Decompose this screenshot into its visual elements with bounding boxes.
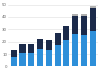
Bar (55, 33, 61, 45)
Bar (72, 14, 78, 16)
Bar (72, 16, 78, 34)
Bar (19, 53, 26, 66)
Bar (63, 40, 69, 66)
Bar (37, 39, 43, 49)
Bar (81, 36, 87, 66)
Bar (19, 44, 26, 53)
Bar (72, 34, 78, 66)
Bar (55, 45, 61, 66)
Bar (37, 49, 43, 66)
Bar (63, 26, 69, 40)
Bar (90, 6, 96, 8)
Bar (28, 44, 34, 53)
Bar (90, 31, 96, 66)
Bar (28, 53, 34, 66)
Bar (11, 57, 17, 66)
Bar (11, 50, 17, 57)
Bar (46, 40, 52, 50)
Bar (81, 14, 87, 16)
Bar (81, 16, 87, 36)
Bar (46, 50, 52, 66)
Bar (90, 8, 96, 31)
